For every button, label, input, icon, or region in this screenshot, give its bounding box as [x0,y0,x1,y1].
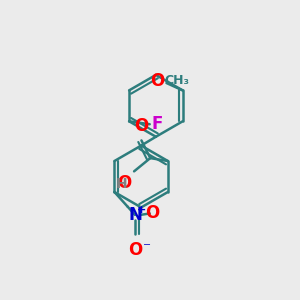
Text: F: F [151,115,163,133]
Text: O: O [150,72,164,90]
Text: CH₃: CH₃ [164,74,189,87]
Text: +: + [137,205,146,214]
Text: H: H [116,177,127,190]
Text: O: O [118,174,132,192]
Text: O: O [146,205,160,223]
Text: ⁻: ⁻ [143,241,151,256]
Text: N: N [128,206,142,224]
Text: O: O [134,116,148,134]
Text: O: O [128,241,142,259]
